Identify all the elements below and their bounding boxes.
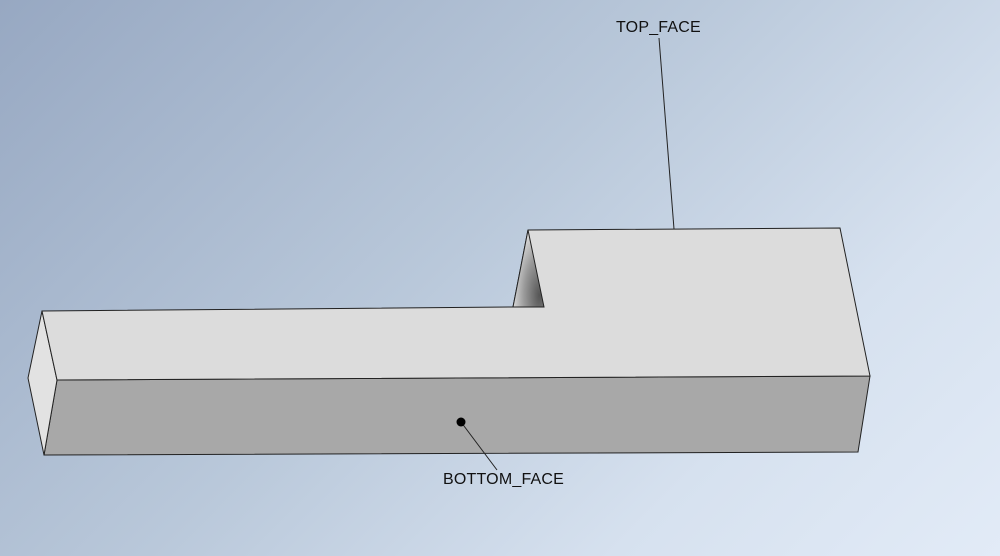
top-face[interactable]	[41, 227, 871, 381]
step-face[interactable]	[512, 229, 545, 308]
top-face-leader-line	[658, 37, 675, 230]
bottom-face-label[interactable]: BOTTOM_FACE	[443, 471, 565, 488]
front-face[interactable]	[43, 375, 871, 456]
bottom-face-point-marker[interactable]	[456, 417, 466, 427]
bottom-face-leader-line	[460, 421, 498, 471]
top-face-label[interactable]: TOP_FACE	[616, 19, 701, 36]
